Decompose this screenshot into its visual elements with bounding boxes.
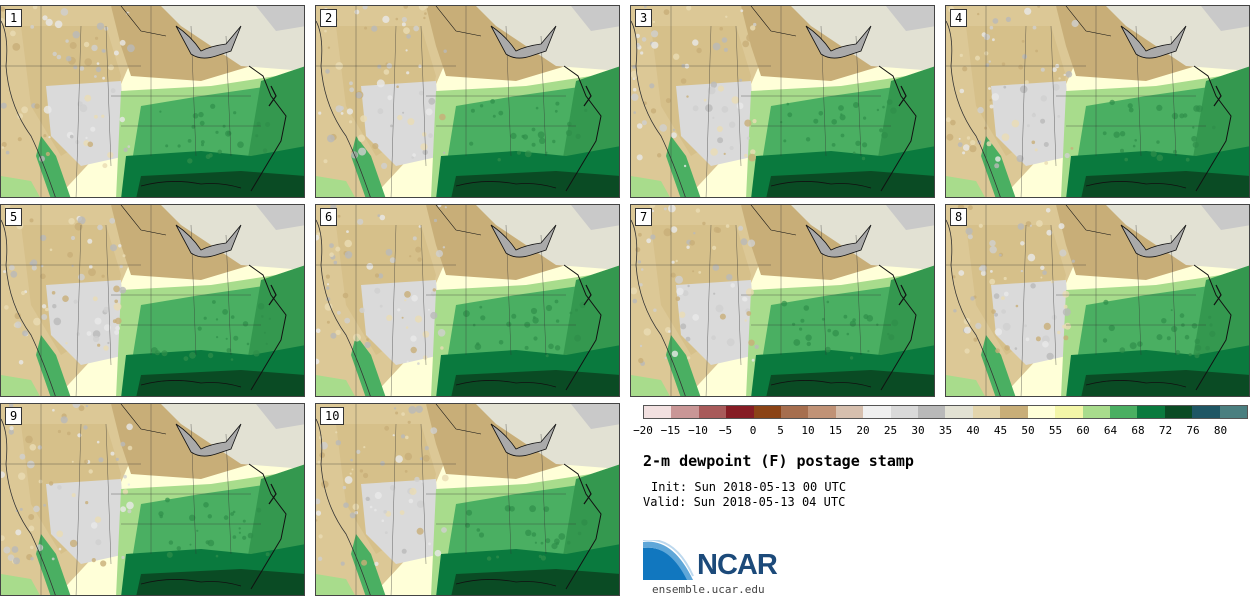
member-number-label: 5 — [5, 208, 23, 226]
member-number-label: 10 — [320, 407, 345, 425]
colorbar-swatch — [1082, 406, 1110, 418]
colorbar-tick-label: 45 — [993, 424, 1008, 437]
ensemble-member-map: 6 — [315, 204, 620, 397]
colorbar-tick-label: 25 — [883, 424, 898, 437]
colorbar-swatch — [1164, 406, 1193, 418]
colorbar-tick-label: 15 — [828, 424, 843, 437]
colorbar-swatch — [644, 406, 672, 418]
init-time: Init: Sun 2018-05-13 00 UTC — [651, 480, 847, 494]
colorbar-ticks: −20 −15 −10 −5 0 5 10 15 20 25 30 35 40 45 50 55 60 64 68 7… — [0, 424, 1260, 438]
colorbar-tick-label: 80 — [1213, 424, 1228, 437]
colorbar-tick-label: 30 — [911, 424, 925, 437]
colorbar-tick-label: 60 — [1076, 424, 1090, 437]
colorbar-swatch — [1137, 406, 1165, 418]
colorbar-swatch — [972, 406, 1001, 418]
colorbar-swatch — [1027, 406, 1056, 418]
colorbar-tick-label: −15 — [660, 424, 681, 437]
colorbar-tick-label: 72 — [1158, 424, 1173, 437]
member-number-label: 7 — [635, 208, 653, 226]
ensemble-member-map: 4 — [945, 5, 1250, 198]
colorbar-swatch — [918, 406, 946, 418]
colorbar-swatch — [1055, 406, 1083, 418]
colorbar-swatch — [835, 406, 864, 418]
colorbar-swatch — [781, 406, 809, 418]
ncar-logo-icon — [643, 540, 694, 580]
member-number-label: 2 — [320, 9, 338, 27]
colorbar-swatch — [726, 406, 754, 418]
colorbar-tick-label: 64 — [1103, 424, 1118, 437]
colorbar-swatch — [671, 406, 699, 418]
colorbar-swatch — [1192, 406, 1220, 418]
colorbar-swatch — [753, 406, 782, 418]
ensemble-member-map: 5 — [0, 204, 305, 397]
colorbar-swatch — [1219, 406, 1247, 418]
map-title: 2-m dewpoint (F) postage stamp — [643, 452, 914, 470]
member-number-label: 8 — [950, 208, 968, 226]
valid-time: Valid: Sun 2018-05-13 04 UTC — [643, 495, 846, 509]
ensemble-member-map: 1 — [0, 5, 305, 198]
colorbar-tick-label: 50 — [1021, 424, 1035, 437]
colorbar-tick-label: 20 — [856, 424, 870, 437]
colorbar-swatch — [890, 406, 919, 418]
colorbar-swatch — [808, 406, 836, 418]
colorbar-tick-label: 68 — [1131, 424, 1145, 437]
colorbar-swatch — [945, 406, 973, 418]
website-label: ensemble.ucar.edu — [652, 583, 765, 596]
ensemble-member-map: 3 — [630, 5, 935, 198]
colorbar-swatch — [863, 406, 891, 418]
ensemble-member-map: 2 — [315, 5, 620, 198]
colorbar-tick-label: 5 — [777, 424, 784, 437]
member-number-label: 6 — [320, 208, 338, 226]
colorbar-tick-label: 35 — [938, 424, 953, 437]
ensemble-member-map: 9 — [0, 403, 305, 596]
member-number-label: 9 — [5, 407, 23, 425]
colorbar-tick-label: −5 — [718, 424, 733, 437]
colorbar-tick-label: −20 — [633, 424, 653, 437]
colorbar-tick-label: −10 — [688, 424, 708, 437]
colorbar-tick-label: 76 — [1186, 424, 1200, 437]
colorbar-tick-label: 0 — [749, 424, 757, 437]
ensemble-member-map: 8 — [945, 204, 1250, 397]
colorbar-swatch — [1109, 406, 1138, 418]
ensemble-member-map: 10 — [315, 403, 620, 596]
colorbar-swatch — [1000, 406, 1028, 418]
colorbar — [643, 405, 1248, 419]
colorbar-tick-label: 55 — [1048, 424, 1063, 437]
colorbar-tick-label: 10 — [801, 424, 815, 437]
colorbar-tick-label: 40 — [966, 424, 980, 437]
member-number-label: 3 — [635, 9, 653, 27]
ncar-logo-text: NCAR — [697, 549, 778, 581]
ensemble-member-map: 7 — [630, 204, 935, 397]
member-number-label: 4 — [950, 9, 968, 27]
member-number-label: 1 — [5, 9, 23, 27]
colorbar-swatch — [698, 406, 727, 418]
